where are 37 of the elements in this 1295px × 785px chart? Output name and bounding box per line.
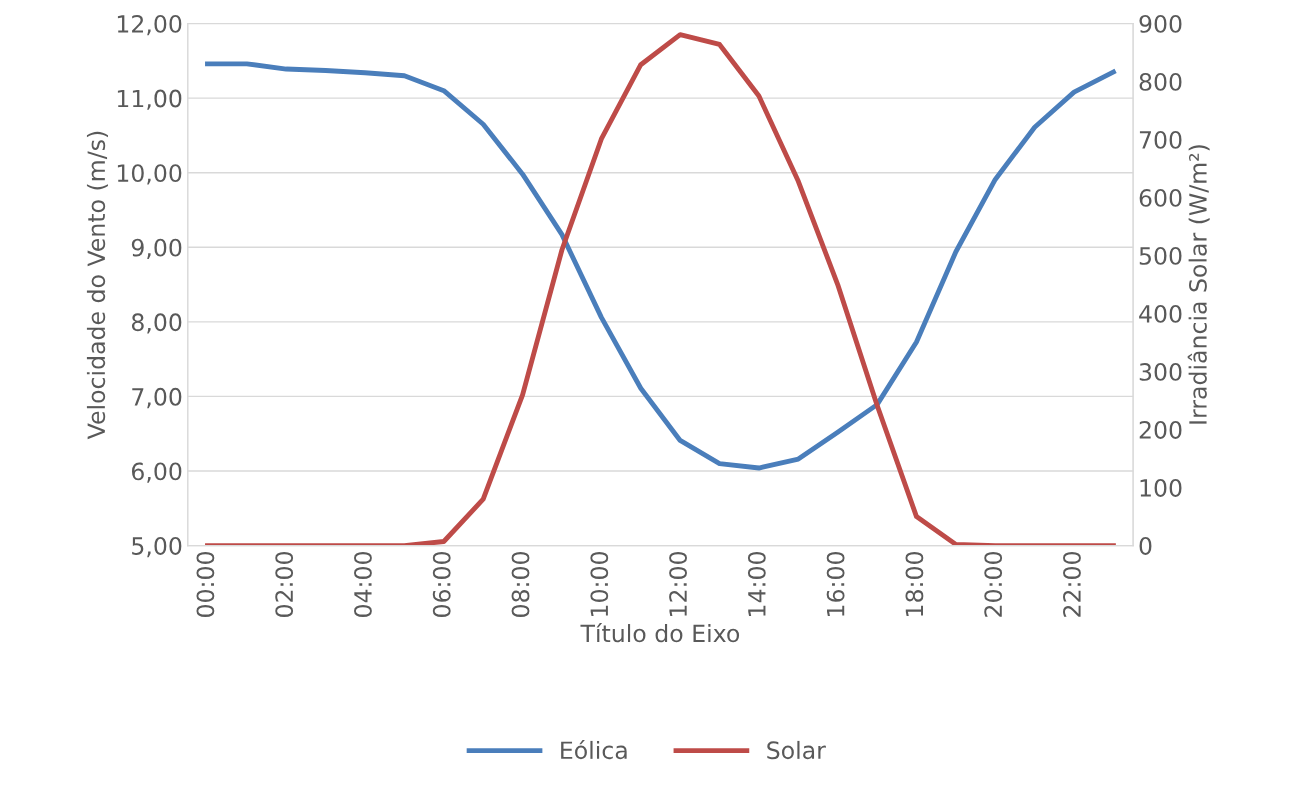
y2-tick-label: 500 [1139,247,1182,265]
x-tick-label: 20:00 [984,552,1003,617]
y-tick-label: 9,00 [131,238,182,259]
y-tick-label: 10,00 [117,164,182,185]
x-tick-label: 22:00 [1063,552,1081,617]
x-tick-label: 04:00 [354,552,372,617]
y-tick-label: 11,00 [117,89,182,110]
y2-tick-label: 100 [1140,479,1182,497]
y2-tick-label: 0 [1139,537,1152,555]
x-tick-label: 12:00 [669,552,687,616]
y2-tick-label: 200 [1139,421,1182,439]
x-tick-label: 00:00 [196,552,215,617]
y2-tick-label: 400 [1139,305,1182,323]
y-tick-label: 12,00 [117,15,182,36]
y2-tick-label: 300 [1139,363,1182,381]
line-series [205,32,1116,546]
y2-tick-label: 600 [1139,189,1182,207]
y-tick-label: 5,00 [132,537,182,558]
line-series [205,61,1116,471]
y2-tick-label: 700 [1139,131,1182,149]
y-tick-label: 6,00 [131,462,182,483]
legend-label: Solar [767,740,826,760]
y-tick-label: 8,00 [131,313,182,334]
y-axis-title: Velocidade do Vento (m/s) [86,131,108,440]
x-axis-title: Título do Eixo [580,623,740,643]
y-tick-label: 7,00 [132,387,182,409]
x-tick-label: 06:00 [432,552,451,617]
y2-tick-label: 800 [1139,73,1182,91]
x-tick-label: 14:00 [747,552,766,616]
legend-label: Eólica [561,739,627,760]
x-tick-label: 02:00 [275,552,294,617]
y2-axis-title: Irradiância Solar (W/m²) [1187,145,1210,424]
x-tick-label: 10:00 [590,552,609,616]
x-tick-label: 16:00 [826,552,845,616]
y2-tick-label: 900 [1139,15,1182,33]
x-tick-label: 08:00 [511,552,530,617]
x-tick-label: 18:00 [905,552,924,616]
